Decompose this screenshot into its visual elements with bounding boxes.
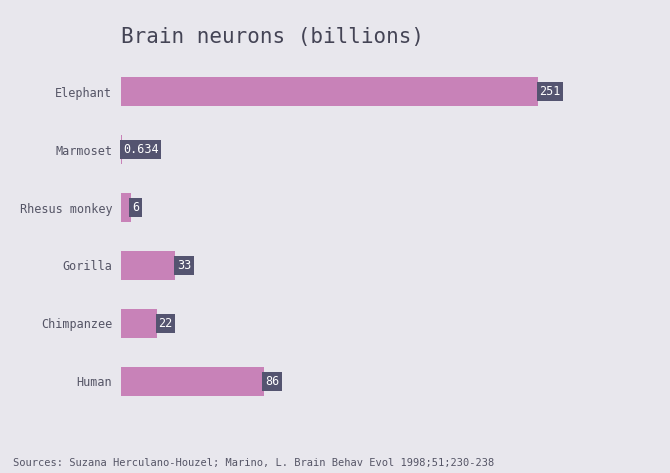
Text: 22: 22 (159, 317, 173, 330)
Text: Sources: Suzana Herculano-Houzel; Marino, L. Brain Behav Evol 1998;51;230-238: Sources: Suzana Herculano-Houzel; Marino… (13, 458, 494, 468)
Bar (121, 77, 538, 106)
Text: Brain neurons (billions): Brain neurons (billions) (121, 27, 423, 47)
Bar (121, 309, 157, 338)
Text: 251: 251 (539, 85, 561, 98)
Bar (121, 135, 122, 164)
Text: 0.634: 0.634 (123, 143, 159, 156)
Text: 6: 6 (132, 201, 139, 214)
Text: 86: 86 (265, 375, 279, 388)
Text: 33: 33 (177, 259, 191, 272)
Bar (121, 193, 131, 222)
Bar (121, 251, 176, 280)
Bar (121, 367, 263, 396)
